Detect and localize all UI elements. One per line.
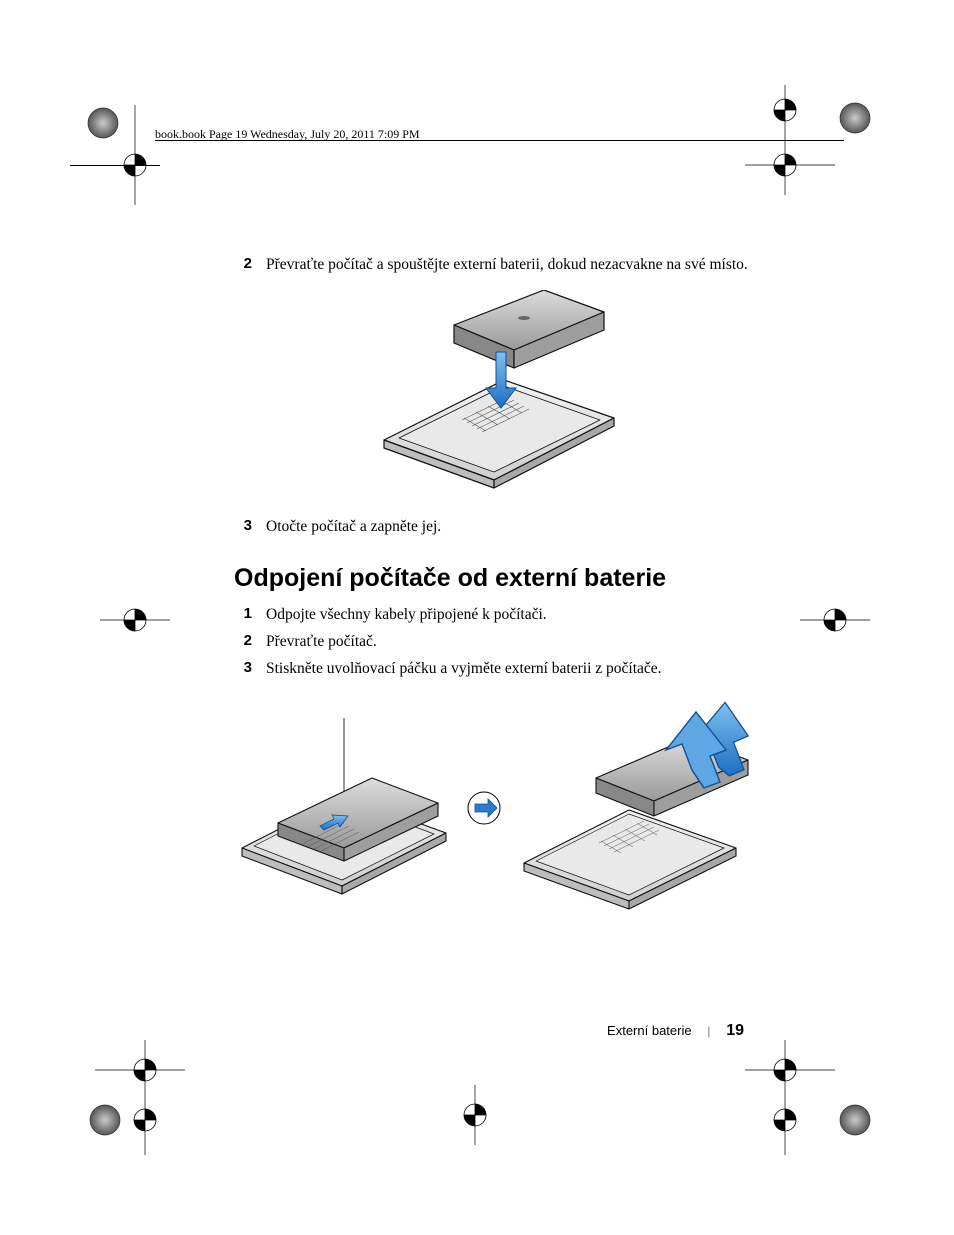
figure-detach-step1	[224, 708, 464, 913]
regmark-bottom-left	[85, 1040, 195, 1160]
content-column: 2 Převraťte počítač a spouštějte externí…	[234, 255, 754, 923]
step-b3: 3 Stiskněte uvolňovací páčku a vyjměte e…	[234, 659, 754, 680]
figure-detach-battery	[234, 698, 754, 923]
step-number: 1	[234, 605, 252, 626]
step-number: 2	[234, 632, 252, 653]
regmark-top-left	[85, 105, 155, 205]
step-number: 3	[234, 517, 252, 538]
footer-separator: |	[708, 1023, 711, 1039]
figure-attach-battery	[234, 290, 754, 495]
footer-page-number: 19	[726, 1022, 744, 1040]
step-a3: 3 Otočte počítač a zapněte jej.	[234, 517, 754, 538]
regmark-mid-left	[100, 600, 170, 640]
footer-section-label: Externí baterie	[607, 1023, 692, 1038]
regmark-bottom-center	[445, 1085, 505, 1145]
regmark-top-right	[745, 80, 875, 200]
figure-detach-step2	[504, 698, 764, 923]
manual-page: book.book Page 19 Wednesday, July 20, 20…	[0, 0, 954, 1235]
regmark-bottom-right	[745, 1040, 875, 1160]
step-b2: 2 Převraťte počítač.	[234, 632, 754, 653]
steps-detach: 1 Odpojte všechny kabely připojené k poč…	[234, 605, 754, 680]
crop-line-h-tl	[70, 165, 160, 166]
step-text: Otočte počítač a zapněte jej.	[266, 517, 441, 538]
step-text: Stiskněte uvolňovací páčku a vyjměte ext…	[266, 659, 662, 680]
step-b1: 1 Odpojte všechny kabely připojené k poč…	[234, 605, 754, 626]
section-heading: Odpojení počítače od externí baterie	[234, 564, 754, 593]
header-rule	[155, 140, 844, 141]
sequence-arrow-icon	[464, 788, 504, 833]
step-text: Převraťte počítač a spouštějte externí b…	[266, 255, 748, 276]
step-number: 3	[234, 659, 252, 680]
step-a2: 2 Převraťte počítač a spouštějte externí…	[234, 255, 754, 276]
step-text: Odpojte všechny kabely připojené k počít…	[266, 605, 547, 626]
step-text: Převraťte počítač.	[266, 632, 377, 653]
page-footer: Externí baterie | 19	[607, 1022, 744, 1040]
step-number: 2	[234, 255, 252, 276]
regmark-mid-right	[800, 600, 870, 640]
